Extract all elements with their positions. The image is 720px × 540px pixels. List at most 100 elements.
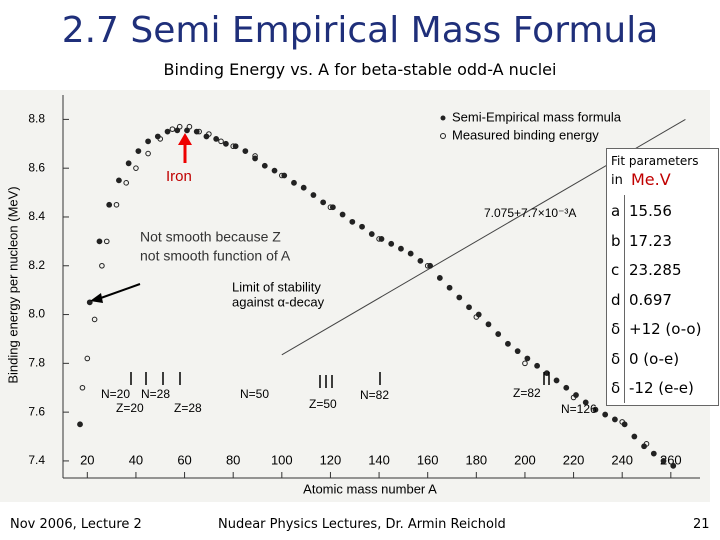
- data-point: [310, 192, 317, 198]
- x-tick-label: 180: [465, 452, 487, 467]
- data-point: [466, 304, 472, 311]
- data-point: [230, 143, 236, 150]
- magic-label: N=20: [101, 387, 130, 401]
- x-tick-label: 140: [368, 452, 390, 467]
- fit-value: 0 (o-e): [629, 349, 680, 368]
- fit-symbol: d: [611, 290, 621, 309]
- data-point: [473, 314, 480, 320]
- data-point: [456, 294, 463, 301]
- divider: [624, 195, 625, 403]
- data-point: [320, 199, 327, 206]
- magic-label: Z=20: [116, 401, 144, 415]
- data-point: [261, 162, 268, 169]
- data-point: [534, 362, 541, 369]
- data-point: [222, 140, 229, 147]
- data-point: [650, 450, 657, 457]
- magic-arrows: [130, 372, 550, 388]
- data-point: [145, 138, 151, 145]
- page-number: 21: [693, 517, 710, 532]
- magic-label: Z=50: [309, 397, 337, 411]
- y-tick-label: 8.6: [28, 160, 45, 174]
- data-point: [398, 245, 404, 252]
- data-point: [135, 148, 142, 155]
- fit-row: c 23.285: [607, 256, 718, 284]
- data-point: [106, 201, 113, 208]
- data-point: [368, 231, 375, 237]
- chart: 7.4 7.6 7.8 8.0 8.2 8.4 8.6 8.8 20 40 60 80 100 120 14…: [0, 90, 710, 502]
- data-point: [446, 284, 453, 291]
- fit-symbol: δ: [611, 379, 621, 397]
- fit-value: 0.697: [629, 290, 672, 309]
- legend-label: Measured binding energy: [452, 127, 599, 142]
- data-point: [279, 172, 285, 179]
- data-point: [359, 223, 365, 230]
- line-label: 7.075+7.7×10⁻³A: [484, 206, 576, 220]
- x-tick-label: 40: [129, 452, 143, 467]
- data-point: [436, 275, 443, 281]
- magic-label: N=82: [360, 388, 389, 402]
- data-point: [145, 150, 151, 157]
- magic-label: Z=82: [513, 386, 541, 400]
- data-point: [96, 238, 103, 245]
- y-tick-label: 8.0: [28, 307, 45, 321]
- data-point: [91, 316, 98, 323]
- fit-value: 17.23: [629, 231, 672, 250]
- data-point: [514, 348, 521, 355]
- data-point: [291, 179, 297, 186]
- data-point: [592, 406, 599, 413]
- y-axis-label: Binding energy per nucleon (MeV): [5, 186, 20, 383]
- data-point: [86, 299, 93, 306]
- x-tick-label: 160: [417, 452, 439, 467]
- data-point: [553, 377, 560, 384]
- fit-parameters: Fit parameters in Me.V a 15.56 b 17.23 c 23.2…: [606, 148, 719, 406]
- data-point: [157, 136, 164, 142]
- x-tick-label: 220: [563, 452, 585, 467]
- data-point: [660, 458, 667, 464]
- fit-symbol: b: [611, 231, 621, 250]
- data-point: [582, 399, 589, 406]
- arrow-head: [90, 293, 103, 303]
- data-point: [563, 384, 570, 391]
- data-point: [218, 138, 224, 145]
- fit-row: δ -12 (e-e): [607, 374, 718, 402]
- data-point: [125, 160, 132, 167]
- legend-marker: [440, 133, 446, 139]
- x-tick-label: 120: [320, 452, 342, 467]
- y-tick-label: 7.4: [28, 453, 45, 467]
- data-point: [670, 462, 677, 469]
- x-tick-label: 260: [660, 452, 682, 467]
- fit-value: 15.56: [629, 202, 672, 220]
- x-tick-label: 240: [611, 452, 633, 467]
- fit-title: Fit parameters: [611, 154, 699, 168]
- data-point: [123, 180, 130, 186]
- y-tick-label: 8.2: [28, 258, 45, 272]
- arrow: [97, 283, 141, 300]
- data-point: [113, 201, 120, 208]
- annotation: Limit of stability: [232, 279, 321, 294]
- data-point: [242, 148, 249, 155]
- fit-symbol: δ: [611, 349, 621, 368]
- data-point: [522, 360, 528, 367]
- data-point: [206, 131, 212, 137]
- x-tick-label: 20: [80, 452, 94, 467]
- data-point: [495, 331, 502, 337]
- slide-title: 2.7 Semi Empirical Mass Formula: [61, 10, 659, 51]
- y-tick-label: 8.4: [28, 209, 45, 223]
- magic-label: N=50: [240, 387, 269, 401]
- fit-unit: Me.V: [631, 170, 671, 189]
- data-point: [252, 153, 258, 159]
- annotation: against α-decay: [232, 294, 325, 309]
- fit-symbol: c: [611, 261, 620, 279]
- data-point: [84, 355, 91, 362]
- x-tick-label: 60: [177, 452, 191, 467]
- data-point: [77, 421, 83, 428]
- fit-symbol: δ: [611, 320, 621, 338]
- data-point: [133, 165, 139, 171]
- fit-row: δ 0 (o-e): [607, 345, 718, 373]
- data-point: [79, 384, 86, 391]
- fit-symbol: a: [611, 202, 621, 220]
- data-point: [570, 394, 577, 401]
- slide-subtitle: Binding Energy vs. A for beta-stable odd…: [163, 60, 557, 79]
- x-tick-label: 80: [226, 452, 240, 467]
